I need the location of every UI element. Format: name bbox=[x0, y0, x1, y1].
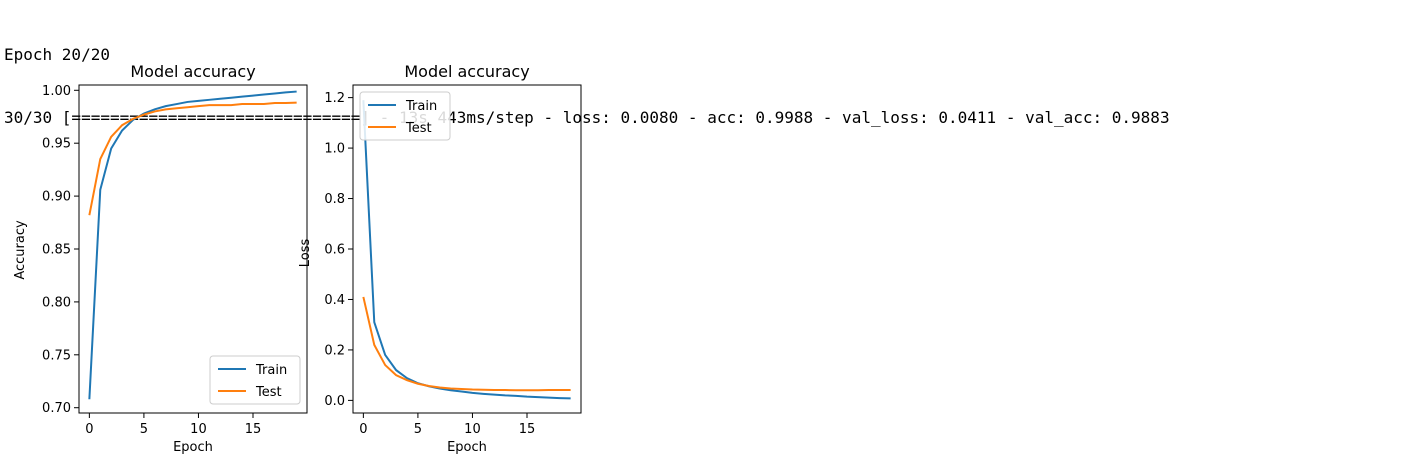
progress-line: 30/30 [==============================] -… bbox=[4, 108, 1170, 127]
chart-1: 0 5 10 15 0.70 0.75 0.80 0.85 0.90 0.95 1.00 Model … bbox=[13, 62, 308, 455]
legend-label-train: Train bbox=[255, 363, 287, 378]
x-tick-label: 0 bbox=[359, 422, 367, 437]
y-tick-label: 0.70 bbox=[42, 401, 71, 416]
legend: Train Test bbox=[359, 91, 451, 141]
legend-label-test: Test bbox=[255, 385, 282, 400]
series-line-train bbox=[88, 90, 297, 400]
x-tick-label: 15 bbox=[519, 422, 536, 437]
y-tick-label: 0.0 bbox=[324, 394, 345, 409]
y-tick-label: 0.95 bbox=[42, 137, 71, 152]
y-tick-label: 0.4 bbox=[324, 293, 345, 308]
x-tick-label: 10 bbox=[464, 422, 481, 437]
y-tick-label: 0.75 bbox=[42, 348, 71, 363]
series-line-test bbox=[88, 101, 297, 216]
y-axis-label: Loss bbox=[298, 239, 313, 268]
y-tick-label: 0.6 bbox=[324, 243, 345, 258]
y-tick-label: 1.00 bbox=[42, 84, 71, 99]
x-tick-label: 10 bbox=[190, 422, 207, 437]
x-tick-label: 15 bbox=[245, 422, 262, 437]
y-tick-label: 0.85 bbox=[42, 243, 71, 258]
legend-label-test: Test bbox=[405, 121, 432, 136]
y-tick-label: 1.2 bbox=[324, 91, 345, 106]
x-axis-label: Epoch bbox=[447, 440, 487, 455]
series-line-train bbox=[362, 100, 571, 400]
x-tick-label: 5 bbox=[140, 422, 148, 437]
series-line-test bbox=[362, 296, 571, 392]
epoch-line: Epoch 20/20 bbox=[4, 45, 110, 64]
y-tick-label: 0.80 bbox=[42, 295, 71, 310]
chart-title: Model accuracy bbox=[404, 62, 529, 81]
x-tick-label: 0 bbox=[85, 422, 93, 437]
y-tick-label: 1.0 bbox=[324, 142, 345, 157]
console-output: Epoch 20/20 30/30 [=====================… bbox=[4, 2, 1170, 149]
y-tick-label: 0.90 bbox=[42, 190, 71, 205]
y-tick-label: 0.8 bbox=[324, 192, 345, 207]
legend: Train Test bbox=[209, 355, 301, 405]
x-tick-label: 5 bbox=[414, 422, 422, 437]
chart-2: 0 5 10 15 0.0 0.2 0.4 0.6 0.8 1.0 1.2 Model accurac… bbox=[298, 62, 582, 455]
y-tick-label: 0.2 bbox=[324, 343, 345, 358]
x-axis-label: Epoch bbox=[173, 440, 213, 455]
y-axis-label: Accuracy bbox=[13, 220, 28, 280]
chart-title: Model accuracy bbox=[130, 62, 255, 81]
legend-label-train: Train bbox=[405, 99, 437, 114]
